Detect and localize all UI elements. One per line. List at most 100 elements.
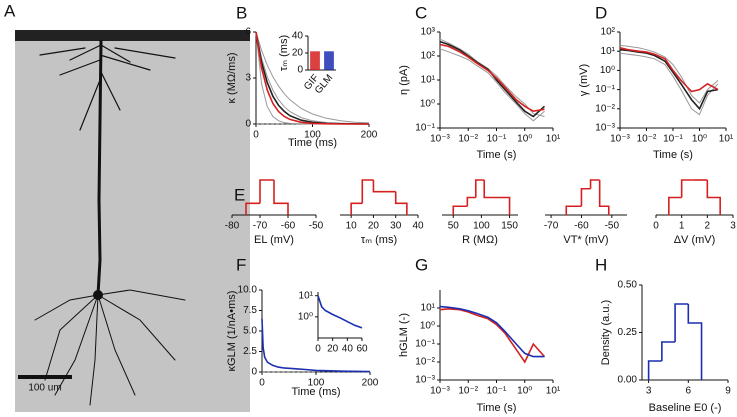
y-tick-label: 10⁻¹: [415, 123, 435, 134]
x-tick-label: 1: [679, 221, 685, 232]
y-tick-label: 0: [251, 367, 257, 378]
histogram-bin: [245, 202, 260, 215]
y-tick-label: 10¹: [299, 290, 314, 301]
histogram-bin: [706, 180, 721, 215]
y-tick-label: 7.5: [243, 305, 257, 316]
series-line: [619, 44, 719, 104]
x-tick-label: 9: [725, 386, 731, 397]
histogram-bin: [565, 205, 582, 215]
x-tick-label: 10⁻³: [430, 134, 450, 145]
y-tick-label: 10¹: [601, 46, 616, 57]
series-line: [619, 52, 719, 116]
histogram-bin: [580, 187, 591, 207]
series-line: [619, 48, 719, 111]
x-axis-label: ΔV (mV): [674, 234, 716, 246]
x-tick-label: 10¹: [546, 386, 561, 397]
series-line: [439, 38, 545, 117]
y-axis-label: η (pA): [398, 65, 410, 95]
panel-label: A: [4, 1, 16, 20]
histogram-bin: [598, 180, 610, 215]
x-tick-label: -50: [309, 221, 324, 232]
y-axis-label: hGLM (-): [398, 313, 410, 357]
series-line: [255, 31, 369, 125]
y-tick-label: 10⁰: [420, 99, 435, 110]
y-tick-label: 10¹: [421, 75, 436, 86]
x-tick-label: 200: [362, 378, 379, 389]
y-tick-label: 10.0: [238, 285, 258, 296]
x-tick-label: 0: [653, 221, 659, 232]
y-axis-label: κGLM (1/nA•ms): [226, 291, 238, 372]
histogram-bin: [589, 179, 600, 189]
series-line: [619, 47, 719, 93]
y-tick-label: 0: [245, 119, 251, 130]
x-tick-label: 10⁰: [517, 386, 532, 397]
x-tick-label: 10⁻¹: [487, 386, 507, 397]
x-axis-label: Baseline E0 (-): [649, 402, 722, 414]
series-line: [439, 40, 546, 118]
y-axis-label: κ (MΩ/ms): [226, 53, 238, 104]
y-tick-label: 10⁻¹: [415, 339, 435, 350]
histogram-bin: [483, 180, 496, 199]
panel-label: E: [234, 185, 245, 204]
x-tick-label: 50: [448, 221, 460, 232]
x-tick-label: 30: [390, 221, 402, 232]
histogram-bin: [394, 191, 408, 215]
x-tick-label: 10⁻²: [458, 386, 478, 397]
x-tick-label: 10⁰: [692, 134, 707, 145]
series-line: [255, 31, 370, 124]
x-tick-label: -70: [253, 221, 268, 232]
panel-label: C: [415, 3, 427, 22]
neuron-image: [15, 30, 250, 412]
x-axis-label: Time (ms): [291, 386, 340, 398]
histogram-bin: [668, 196, 682, 215]
series-line: [439, 307, 546, 364]
histogram-bin: [680, 179, 695, 198]
y-tick-label: 0.25: [618, 327, 638, 338]
series-line: [439, 305, 545, 358]
y-tick-label: 6: [245, 27, 251, 38]
y-tick-label: 0.00: [618, 375, 638, 386]
histogram-bin: [661, 341, 676, 361]
series-line: [261, 318, 371, 373]
x-axis-label: Time (s): [653, 149, 693, 161]
histogram-bin: [674, 303, 689, 342]
x-tick-label: 0: [259, 378, 265, 389]
x-axis-label: τₘ (ms): [361, 234, 397, 246]
histogram-bin: [647, 360, 662, 380]
y-tick-label: 10⁻³: [415, 375, 435, 386]
y-tick-label: 10⁻¹: [595, 84, 615, 95]
histogram-bin: [687, 304, 703, 380]
panel-label: H: [595, 255, 607, 274]
y-tick-label: 3: [245, 73, 251, 84]
x-tick-label: 100: [304, 130, 321, 141]
x-tick-label: 20: [368, 221, 380, 232]
panel-label: D: [595, 3, 607, 22]
x-axis-label: VT* (mV): [563, 234, 608, 246]
histogram-bin: [466, 196, 476, 207]
y-axis-label: τₘ (ms): [278, 35, 290, 71]
y-tick-label: 10²: [601, 27, 616, 38]
x-tick-label: 10⁻¹: [663, 134, 683, 145]
x-tick-label: 100: [473, 221, 490, 232]
series-line: [317, 295, 363, 329]
histogram-bin: [452, 205, 468, 215]
x-tick-label: 40: [342, 344, 354, 355]
histogram-bin: [259, 179, 274, 204]
y-tick-label: 5.0: [243, 326, 257, 337]
bar: [310, 51, 320, 70]
histogram-bin: [474, 179, 485, 198]
x-tick-label: 10⁻¹: [487, 134, 507, 145]
histogram-bin: [495, 196, 511, 215]
x-tick-label: 10⁰: [517, 134, 532, 145]
y-tick-label: 10⁻³: [595, 123, 615, 134]
y-tick-label: 10⁰: [420, 321, 435, 332]
x-tick-label: 10⁻²: [458, 134, 478, 145]
x-tick-label: 40: [412, 221, 424, 232]
x-tick-label: 10⁻³: [610, 134, 630, 145]
histogram-bin: [350, 202, 363, 215]
y-tick-label: 10⁻²: [415, 357, 435, 368]
x-tick-label: 6: [686, 386, 692, 397]
x-tick-label: 60: [356, 344, 368, 355]
x-tick-label: 10⁻³: [430, 386, 450, 397]
